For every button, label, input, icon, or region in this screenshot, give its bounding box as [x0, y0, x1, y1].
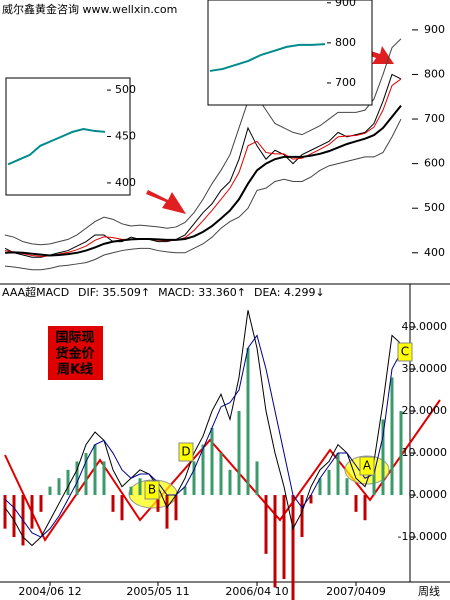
histogram-bar	[165, 495, 169, 529]
histogram-bar	[237, 411, 241, 496]
y-tick-label: 0.0000	[409, 488, 448, 501]
y-tick-label: 20.0000	[402, 404, 448, 417]
x-tick-label: 2006/04 10	[225, 585, 288, 598]
inset-tick-label: 500	[115, 83, 136, 96]
histogram-bar	[228, 469, 232, 496]
histogram-bar	[57, 478, 61, 496]
x-tick-label: 2004/06 12	[18, 585, 81, 598]
histogram-bar	[102, 461, 106, 496]
histogram-bar	[84, 453, 88, 496]
histogram-bar	[309, 495, 313, 504]
histogram-bar	[381, 419, 385, 496]
legend-label: DEA: 4.299↓	[254, 286, 325, 299]
histogram-bar	[111, 495, 115, 512]
histogram-bar	[210, 427, 214, 496]
y-tick-label: 400	[424, 246, 445, 259]
y-tick-label: 500	[424, 201, 445, 214]
annotation-box	[359, 456, 375, 476]
histogram-bar	[120, 495, 124, 521]
histogram-bar	[255, 461, 259, 496]
price-line	[4, 38, 402, 246]
inset-tick-label: 400	[115, 176, 136, 189]
inset-tick-label: 800	[335, 36, 356, 49]
histogram-bar	[318, 478, 322, 496]
annotation-box	[178, 442, 194, 462]
y-tick-label: 600	[424, 157, 445, 170]
y-tick-label: 40.0000	[402, 320, 448, 333]
histogram-bar	[327, 469, 331, 496]
histogram-bar	[156, 495, 160, 512]
histogram-bar	[219, 453, 223, 496]
inset-box	[5, 77, 131, 196]
histogram-bar	[75, 461, 79, 496]
histogram-bar	[93, 444, 97, 496]
inset-line	[209, 43, 326, 72]
histogram-bar	[345, 478, 349, 496]
histogram-bar	[273, 495, 277, 588]
histogram-bar	[291, 495, 295, 600]
inset-line	[7, 128, 106, 166]
note: 周K线	[57, 362, 93, 378]
x-tick-label: 2007/0409	[326, 585, 386, 598]
price-line	[4, 78, 402, 257]
histogram-bar	[390, 377, 394, 496]
histogram-bar	[282, 495, 286, 580]
legend-label: DIF: 35.509↑	[78, 286, 150, 299]
histogram-bar	[183, 486, 187, 496]
histogram-bar	[66, 469, 70, 496]
note-box	[48, 326, 103, 380]
histogram-bar	[174, 495, 178, 521]
annotation: C	[401, 345, 409, 359]
arrow	[146, 190, 186, 214]
price-line	[4, 105, 402, 257]
x-tick-label: 2005/05 11	[126, 585, 189, 598]
histogram-bar	[39, 495, 43, 512]
y-tick-label: 900	[424, 23, 445, 36]
y-tick-label: -10.0000	[398, 530, 447, 543]
y-tick-label: 800	[424, 67, 445, 80]
histogram-bar	[300, 495, 304, 538]
histogram-bar	[363, 495, 367, 521]
note: 国际现	[55, 331, 94, 346]
histogram-bar	[192, 461, 196, 496]
annotation: A	[363, 459, 372, 473]
histogram-bar	[336, 453, 340, 496]
annotation: B	[148, 483, 156, 497]
histogram-bar	[201, 444, 205, 496]
histogram-bar	[372, 469, 376, 496]
inset-tick-label: 900	[335, 0, 356, 9]
histogram-bar	[264, 495, 268, 554]
price-line	[4, 118, 402, 271]
note: 货金价	[55, 346, 95, 362]
histogram-bar	[48, 486, 52, 496]
histogram-bar	[30, 495, 34, 529]
histogram-bar	[3, 495, 7, 529]
histogram-bar	[138, 478, 142, 496]
macd-line	[4, 334, 402, 538]
histogram-bar	[246, 348, 250, 496]
price-line	[4, 73, 402, 258]
watermark: 威尔鑫黄金咨询 www.wellxin.com	[2, 2, 177, 16]
inset-tick-label: 700	[335, 76, 356, 89]
macd-line	[4, 310, 402, 547]
y-tick-label: 700	[424, 112, 445, 125]
x-axis-label: 周线	[418, 584, 440, 598]
macd-title: AAA超MACD	[2, 285, 69, 299]
inset-box	[207, 0, 373, 106]
annotation-box	[397, 342, 413, 362]
legend-label: MACD: 33.360↑	[158, 286, 246, 299]
histogram-bar	[129, 486, 133, 496]
annotation-box	[144, 480, 160, 500]
y-tick-label: 30.0000	[402, 362, 448, 375]
y-tick-label: 10.0000	[402, 446, 448, 459]
inset-tick-label: 450	[115, 130, 136, 143]
trend-zigzag	[4, 399, 441, 543]
annotation: D	[181, 445, 190, 459]
histogram-bar	[354, 495, 358, 512]
histogram-bar	[12, 495, 16, 538]
histogram-bar	[399, 411, 403, 496]
